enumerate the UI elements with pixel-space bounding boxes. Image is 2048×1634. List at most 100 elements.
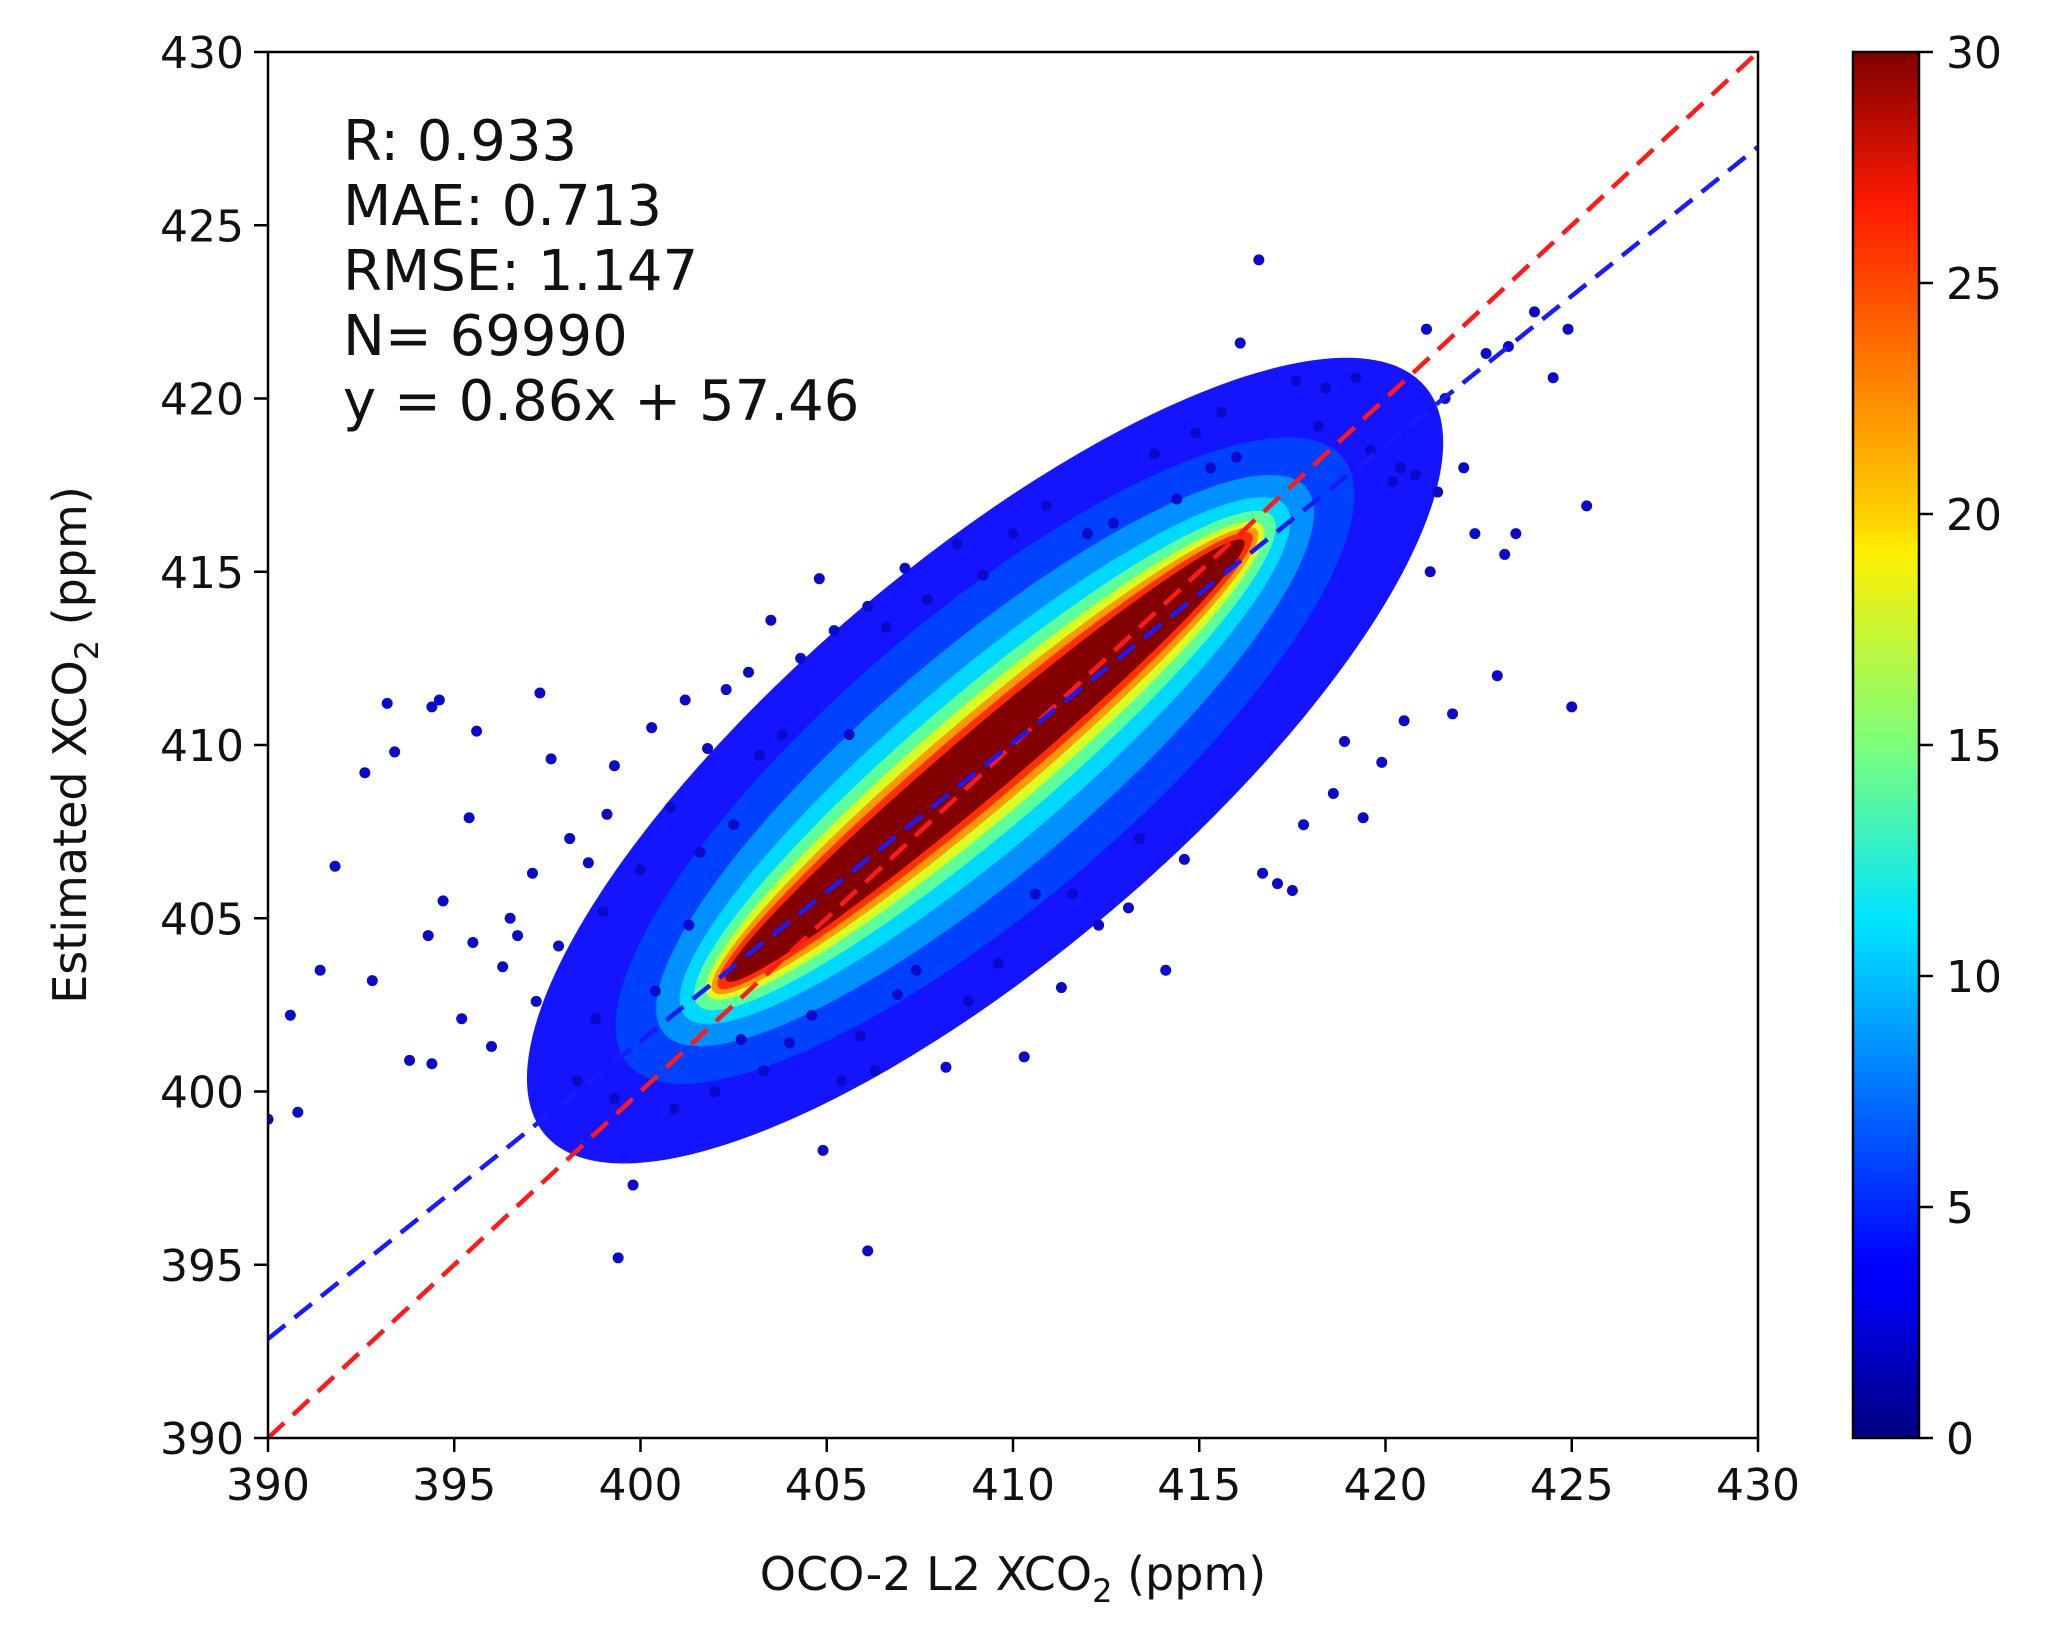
scatter-point: [1257, 867, 1269, 879]
x-tick-label: 415: [1157, 1460, 1241, 1511]
scatter-point: [422, 930, 434, 942]
scatter-point: [817, 1144, 829, 1156]
scatter-point: [553, 940, 565, 952]
scatter-point: [1271, 878, 1283, 890]
scatter-point: [389, 746, 401, 758]
scatter-point: [1491, 670, 1503, 682]
y-axis: 390 395 400 405 410 415 420 425 430: [160, 28, 268, 1465]
scatter-point: [880, 621, 892, 633]
scatter-point: [1204, 462, 1216, 474]
scatter-point: [456, 1013, 468, 1025]
scatter-point: [1387, 476, 1399, 488]
x-tick-label: 410: [971, 1460, 1055, 1511]
scatter-point: [1581, 500, 1593, 512]
scatter-point: [1339, 736, 1351, 748]
colorbar: 0 5 10 15 20 25 30: [1851, 28, 2002, 1465]
scatter-point: [1082, 528, 1093, 540]
scatter-point: [601, 808, 613, 820]
scatter-point: [1134, 833, 1146, 845]
scatter-point: [1394, 462, 1406, 474]
x-tick-label: 390: [226, 1460, 310, 1511]
scatter-point: [512, 930, 524, 942]
colorbar-tick-label: 30: [1946, 28, 2002, 79]
y-tick-label: 430: [160, 28, 244, 79]
x-axis: 390 395 400 405 410 415 420 425 430: [226, 1438, 1800, 1511]
scatter-point: [806, 1009, 818, 1021]
scatter-point: [709, 1086, 721, 1097]
scatter-point: [526, 867, 538, 879]
scatter-point: [992, 957, 1004, 969]
scatter-point: [597, 905, 609, 917]
scatter-point: [1190, 427, 1202, 439]
scatter-point: [1365, 444, 1377, 456]
scatter-point: [962, 995, 974, 1007]
colorbar-gradient: [1851, 50, 1921, 1440]
scatter-point: [1409, 469, 1421, 481]
scatter-point: [720, 684, 732, 696]
scatter-point: [534, 687, 546, 699]
stats-annotation: R: 0.933 MAE: 0.713 RMSE: 1.147 N= 69990…: [343, 109, 859, 434]
scatter-point: [843, 729, 855, 741]
stats-rmse: RMSE: 1.147: [343, 239, 698, 304]
scatter-point: [284, 1009, 296, 1021]
scatter-point: [292, 1106, 304, 1118]
scatter-point: [268, 1113, 274, 1125]
scatter-point: [1160, 964, 1172, 976]
scatter-point: [1231, 451, 1242, 463]
scatter-point: [776, 729, 788, 741]
scatter-point: [1286, 885, 1298, 897]
scatter-point: [1566, 701, 1578, 713]
scatter-point: [486, 1040, 497, 1052]
scatter-point: [590, 1013, 602, 1025]
scatter-point: [1432, 486, 1444, 498]
scatter-point: [381, 697, 393, 709]
scatter-point: [1327, 788, 1339, 800]
scatter-point: [646, 722, 658, 734]
colorbar-tick-label: 25: [1946, 259, 2002, 310]
scatter-point: [702, 742, 714, 754]
scatter-point: [1376, 756, 1388, 768]
scatter-point: [1178, 853, 1190, 865]
scatter-point: [366, 975, 378, 987]
scatter-point: [869, 1065, 881, 1077]
scatter-point: [1320, 382, 1332, 394]
scatter-point: [497, 961, 509, 973]
scatter-point: [359, 767, 371, 779]
y-tick-label: 425: [160, 201, 244, 252]
scatter-point: [1018, 1051, 1030, 1063]
scatter-point: [754, 749, 766, 761]
scatter-point: [471, 725, 483, 737]
scatter-point: [314, 964, 326, 976]
x-tick-label: 425: [1530, 1460, 1614, 1511]
y-tick-label: 390: [160, 1414, 244, 1465]
scatter-point: [1108, 517, 1120, 529]
scatter-point: [1290, 375, 1302, 387]
scatter-point: [1357, 812, 1369, 824]
scatter-point: [1234, 337, 1246, 349]
scatter-point: [1171, 493, 1183, 505]
scatter-point: [735, 1034, 747, 1046]
stats-mae: MAE: 0.713: [343, 174, 662, 239]
scatter-point: [1312, 420, 1324, 432]
colorbar-tick-label: 20: [1946, 490, 2002, 541]
colorbar-ticks: 0 5 10 15 20 25 30: [1919, 28, 2002, 1465]
scatter-point: [426, 1058, 438, 1070]
scatter-point: [1298, 819, 1310, 831]
scatter-point: [899, 562, 911, 574]
regression-fit-line: [268, 145, 1758, 1341]
scatter-point: [404, 1054, 416, 1066]
scatter-point: [1216, 406, 1228, 418]
scatter-point: [504, 912, 516, 924]
scatter-point: [828, 625, 840, 637]
scatter-point: [795, 652, 807, 664]
scatter-point: [1480, 347, 1492, 359]
scatter-point: [1122, 902, 1134, 914]
colorbar-tick-label: 5: [1946, 1183, 1974, 1234]
scatter-point: [1055, 982, 1067, 994]
scatter-point: [1529, 306, 1540, 318]
scatter-point: [765, 614, 777, 626]
scatter-point: [329, 860, 341, 872]
x-tick-label: 400: [599, 1460, 683, 1511]
scatter-point: [1499, 548, 1511, 560]
